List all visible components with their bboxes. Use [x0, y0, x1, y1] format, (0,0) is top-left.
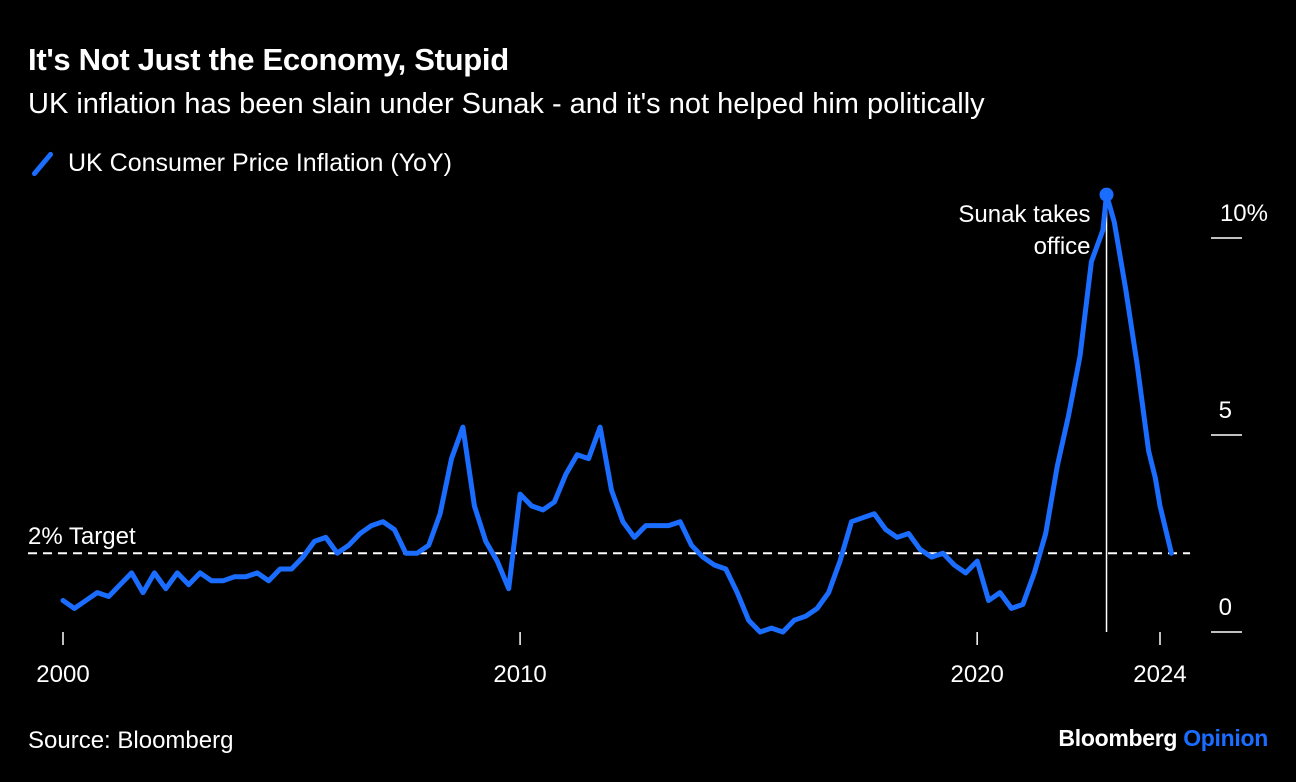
legend-label: UK Consumer Price Inflation (YoY) [68, 149, 452, 177]
x-tick-label-2010: 2010 [493, 661, 546, 688]
x-tick-label-2024: 2024 [1133, 661, 1186, 688]
brand-logo: Bloomberg Opinion [1058, 725, 1268, 752]
y-tick-label-10: 10% [1220, 200, 1268, 227]
chart-title: It's Not Just the Economy, Stupid [28, 42, 509, 77]
y-tick-label-5: 5 [1219, 397, 1232, 424]
brand-name: Bloomberg [1058, 725, 1178, 751]
annotation-label-line1: Sunak takes [958, 201, 1090, 228]
inflation-series-line [60, 192, 1174, 635]
x-tick-label-2020: 2020 [950, 661, 1003, 688]
y-tick-label-0: 0 [1219, 594, 1232, 621]
x-tick-label-2000: 2000 [36, 661, 89, 688]
annotation-label-line2: office [1034, 233, 1091, 260]
target-line-label: 2% Target [28, 523, 136, 550]
source-note: Source: Bloomberg [28, 727, 234, 754]
annotation-dot [1099, 187, 1114, 202]
brand-suffix: Opinion [1183, 725, 1268, 751]
chart-subtitle: UK inflation has been slain under Sunak … [28, 88, 985, 120]
legend: UK Consumer Price Inflation (YoY) [30, 149, 452, 178]
